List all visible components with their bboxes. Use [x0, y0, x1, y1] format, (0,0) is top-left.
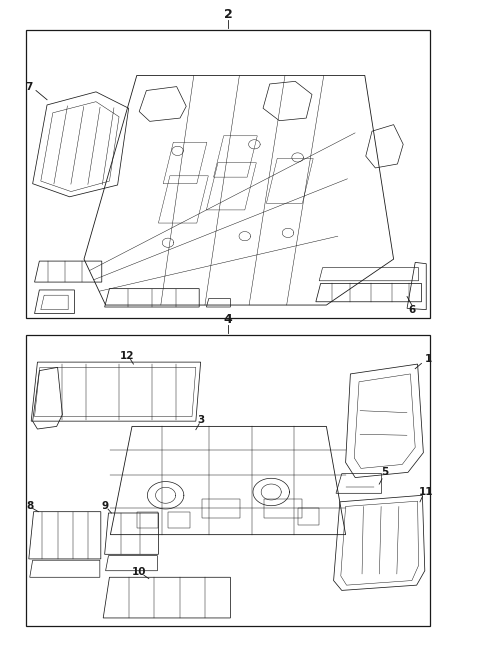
Bar [137, 512, 158, 528]
Bar [202, 499, 240, 518]
Text: 5: 5 [381, 467, 389, 478]
Text: 2: 2 [224, 8, 232, 21]
Bar [168, 512, 190, 528]
Bar [264, 499, 302, 518]
Bar [26, 335, 430, 626]
Bar [298, 508, 319, 525]
Text: 12: 12 [120, 350, 134, 361]
Text: 11: 11 [419, 487, 433, 497]
Text: 8: 8 [26, 501, 34, 512]
Text: 6: 6 [408, 304, 416, 315]
Text: 4: 4 [224, 313, 232, 326]
Text: 9: 9 [101, 501, 108, 512]
Text: 1: 1 [424, 354, 432, 365]
Text: 3: 3 [197, 415, 204, 425]
Text: 10: 10 [132, 567, 146, 577]
Bar [26, 30, 430, 318]
Text: 7: 7 [25, 81, 33, 92]
